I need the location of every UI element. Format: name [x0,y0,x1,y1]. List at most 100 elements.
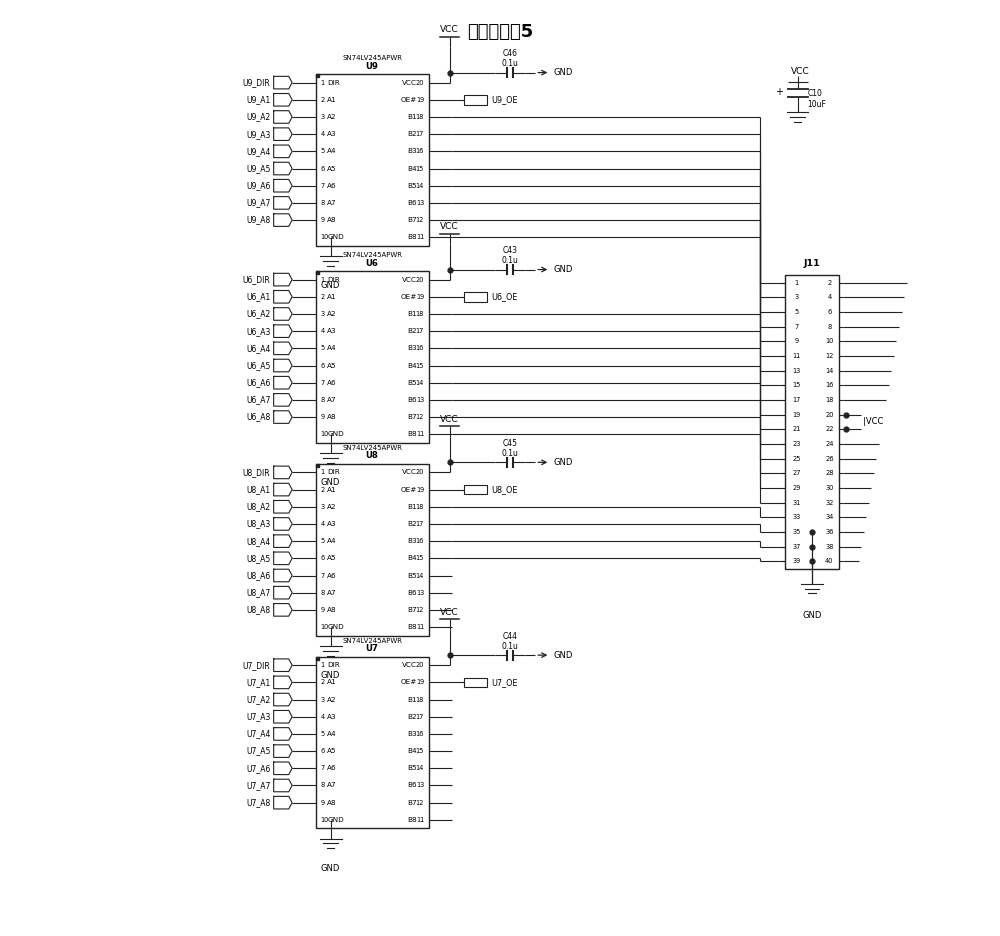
Text: B6: B6 [407,200,417,206]
Text: U7_DIR: U7_DIR [243,661,270,669]
Text: 11: 11 [416,234,424,241]
Text: 6: 6 [320,362,324,369]
Text: 20: 20 [825,412,834,417]
Text: 13: 13 [793,368,801,373]
Bar [316,271,319,274]
Text: B4: B4 [407,166,417,171]
Text: U8_A3: U8_A3 [246,519,270,529]
Text: U7_A7: U7_A7 [246,781,270,790]
Text: 9: 9 [795,338,799,344]
Text: U6_OE: U6_OE [491,292,517,301]
Text: U6_A4: U6_A4 [246,344,270,353]
Text: 5: 5 [320,345,324,351]
Bar [316,74,429,246]
Text: 8: 8 [320,782,324,788]
Text: B3: B3 [407,345,417,351]
Text: 9: 9 [320,414,324,420]
Text: U6_A3: U6_A3 [246,327,270,336]
Text: 14: 14 [416,766,424,771]
Text: 8: 8 [320,590,324,595]
Text: A1: A1 [327,487,337,492]
Text: U9_A2: U9_A2 [246,112,270,122]
Text: U8: U8 [366,451,379,461]
Text: U9_A5: U9_A5 [246,164,270,173]
Bar [464,292,487,301]
Text: 39: 39 [793,558,801,564]
Text: A8: A8 [327,414,337,420]
Text: GND: GND [554,68,573,77]
Bar [464,485,487,494]
Bar [316,464,319,467]
Text: U6_A7: U6_A7 [246,395,270,404]
Text: 5: 5 [320,538,324,544]
Text: 9: 9 [320,607,324,613]
Text: OE#: OE# [401,487,417,492]
Text: 17: 17 [416,131,424,138]
Text: U8_A1: U8_A1 [246,485,270,494]
Text: U7_A4: U7_A4 [246,729,270,739]
Text: GND: GND [554,265,573,274]
Text: A7: A7 [327,782,337,788]
Text: B3: B3 [407,731,417,737]
Text: A7: A7 [327,200,337,206]
Text: A3: A3 [327,714,337,720]
Text: A4: A4 [327,148,337,154]
Text: 17: 17 [793,397,801,402]
Text: 10uF: 10uF [808,100,827,109]
Text: 22: 22 [825,426,834,432]
Text: U6_A5: U6_A5 [246,361,270,370]
Text: A3: A3 [327,521,337,527]
Text: 11: 11 [416,431,424,437]
Text: U9_OE: U9_OE [491,95,517,104]
Text: U8_A4: U8_A4 [246,536,270,546]
Text: 16: 16 [416,731,424,737]
Text: U8_DIR: U8_DIR [243,468,270,477]
Text: J11: J11 [804,259,821,269]
Text: B1: B1 [407,504,417,510]
Text: 10: 10 [320,234,329,241]
Text: 10: 10 [320,624,329,630]
Text: A6: A6 [327,380,337,386]
Text: 3: 3 [320,114,324,120]
Text: 0.1u: 0.1u [502,59,518,68]
Text: B2: B2 [407,329,417,334]
Text: 16: 16 [416,538,424,544]
Text: 15: 15 [416,555,424,562]
Text: 3: 3 [320,504,324,510]
Text: 37: 37 [793,544,801,549]
Bar [464,95,487,105]
Text: 5: 5 [320,148,324,154]
Text: U6: U6 [366,258,379,268]
Text: U6_A8: U6_A8 [246,413,270,421]
Text: C44: C44 [503,632,518,641]
Text: 35: 35 [793,529,801,534]
Text: 1: 1 [320,277,324,283]
Text: U8_OE: U8_OE [491,485,517,494]
Text: A4: A4 [327,538,337,544]
Text: 12: 12 [416,799,424,806]
Text: +: + [775,87,783,97]
Text: 0.1u: 0.1u [502,256,518,265]
Text: B3: B3 [407,538,417,544]
Text: A7: A7 [327,590,337,595]
Text: B2: B2 [407,521,417,527]
Text: U9_DIR: U9_DIR [243,78,270,87]
Text: 15: 15 [416,362,424,369]
Text: C43: C43 [503,246,518,256]
Text: B8: B8 [407,431,417,437]
Text: U7_A8: U7_A8 [246,798,270,807]
Text: 18: 18 [416,114,424,120]
Text: 19: 19 [416,487,424,492]
Text: GND: GND [554,458,573,467]
Text: U6_A6: U6_A6 [246,378,270,388]
Text: 9: 9 [320,799,324,806]
Text: GND: GND [321,478,340,487]
Text: 16: 16 [416,148,424,154]
Text: 6: 6 [320,555,324,562]
Text: A5: A5 [327,748,337,754]
Text: 31: 31 [793,500,801,505]
Text: B1: B1 [407,311,417,317]
Text: A1: A1 [327,294,337,300]
Text: B7: B7 [407,217,417,223]
Bar [464,678,487,687]
